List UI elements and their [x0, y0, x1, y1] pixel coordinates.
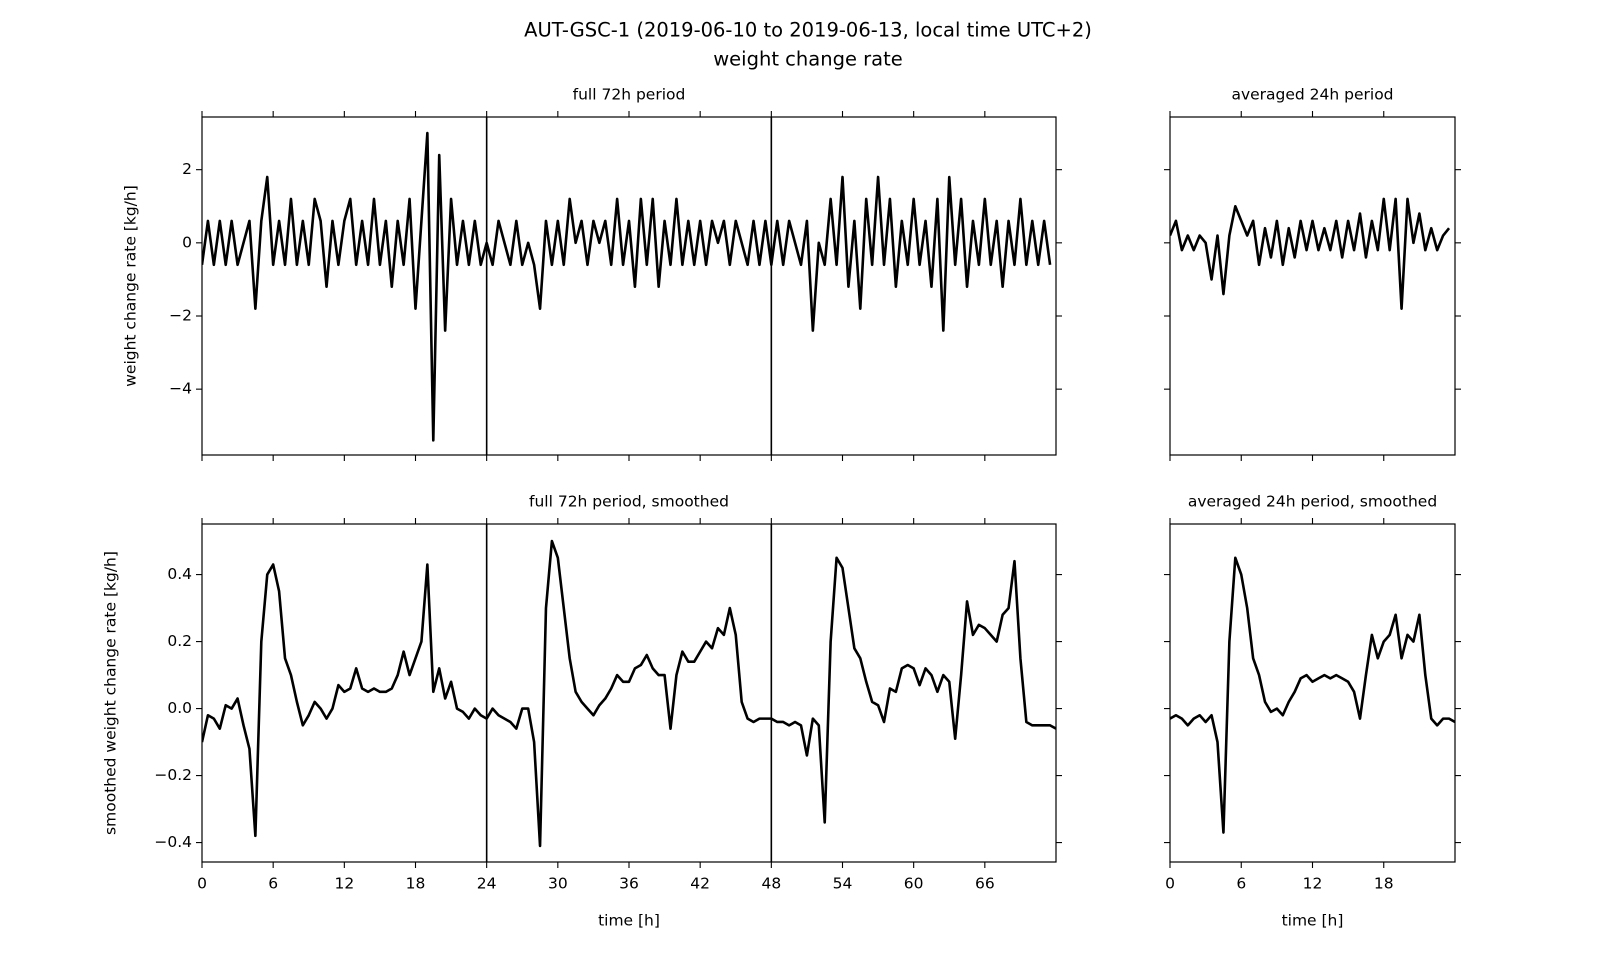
subplot: 0 6 12 18 24 30 36 42 48 54 60 66 −0.4 −0.2 0.0 0.2 0.4 f…: [102, 493, 1062, 930]
plot-area: [1170, 556, 1455, 834]
subplot-title: averaged 24h period, smoothed: [1188, 493, 1437, 511]
x-axis-label: time [h]: [1282, 912, 1344, 930]
x-tick-label: 18: [406, 875, 426, 893]
data-line: [1170, 556, 1455, 834]
x-tick-label: 6: [1236, 875, 1246, 893]
figure-title: AUT-GSC-1 (2019-06-10 to 2019-06-13, loc…: [524, 19, 1092, 42]
x-tick-label: 0: [1165, 875, 1175, 893]
y-tick-label: −0.2: [154, 766, 192, 784]
y-axis-label: smoothed weight change rate [kg/h]: [102, 551, 120, 835]
data-line: [202, 131, 1052, 442]
plot-area: [202, 117, 1052, 455]
data-line: [1170, 197, 1451, 310]
x-tick-label: 30: [548, 875, 568, 893]
x-tick-label: 36: [619, 875, 639, 893]
y-axis-label: weight change rate [kg/h]: [122, 185, 140, 387]
x-tick-label: 12: [1303, 875, 1323, 893]
subplot-title: full 72h period: [573, 86, 686, 104]
data-line: [202, 539, 1056, 848]
axes-frame: [1169, 116, 1456, 456]
subplot: −4 −2 0 2 full 72h period weight change rate …: [122, 86, 1062, 461]
subplot-title: full 72h period, smoothed: [529, 493, 729, 511]
y-tick-label: −4: [169, 380, 192, 398]
y-tick-label: 0.2: [167, 632, 192, 650]
x-tick-label: 12: [334, 875, 354, 893]
plot-area: [1170, 197, 1451, 310]
y-tick-label: 0: [182, 233, 192, 251]
x-tick-label: 60: [904, 875, 924, 893]
x-tick-label: 24: [477, 875, 497, 893]
axes-frame: [1169, 523, 1456, 863]
x-axis-label: time [h]: [598, 912, 660, 930]
x-tick-label: 42: [690, 875, 710, 893]
x-tick-label: 0: [197, 875, 207, 893]
x-tick-label: 48: [761, 875, 781, 893]
subplot-title: averaged 24h period: [1231, 86, 1393, 104]
x-tick-label: 66: [975, 875, 995, 893]
x-tick-label: 18: [1374, 875, 1394, 893]
y-tick-label: 0.4: [167, 565, 192, 583]
plot-area: [202, 524, 1056, 862]
x-tick-label: 54: [833, 875, 853, 893]
figure-subtitle: weight change rate: [713, 48, 903, 71]
axes-frame: [201, 523, 1057, 863]
y-tick-label: 2: [182, 160, 192, 178]
x-tick-label: 6: [268, 875, 278, 893]
subplot: 0 6 12 18 averaged 24h period, smoothed time …: [1164, 493, 1461, 930]
y-tick-label: −0.4: [154, 833, 192, 851]
y-tick-label: 0.0: [167, 699, 192, 717]
axes-frame: [201, 116, 1057, 456]
subplot: averaged 24h period: [1164, 86, 1461, 461]
y-tick-label: −2: [169, 306, 192, 324]
